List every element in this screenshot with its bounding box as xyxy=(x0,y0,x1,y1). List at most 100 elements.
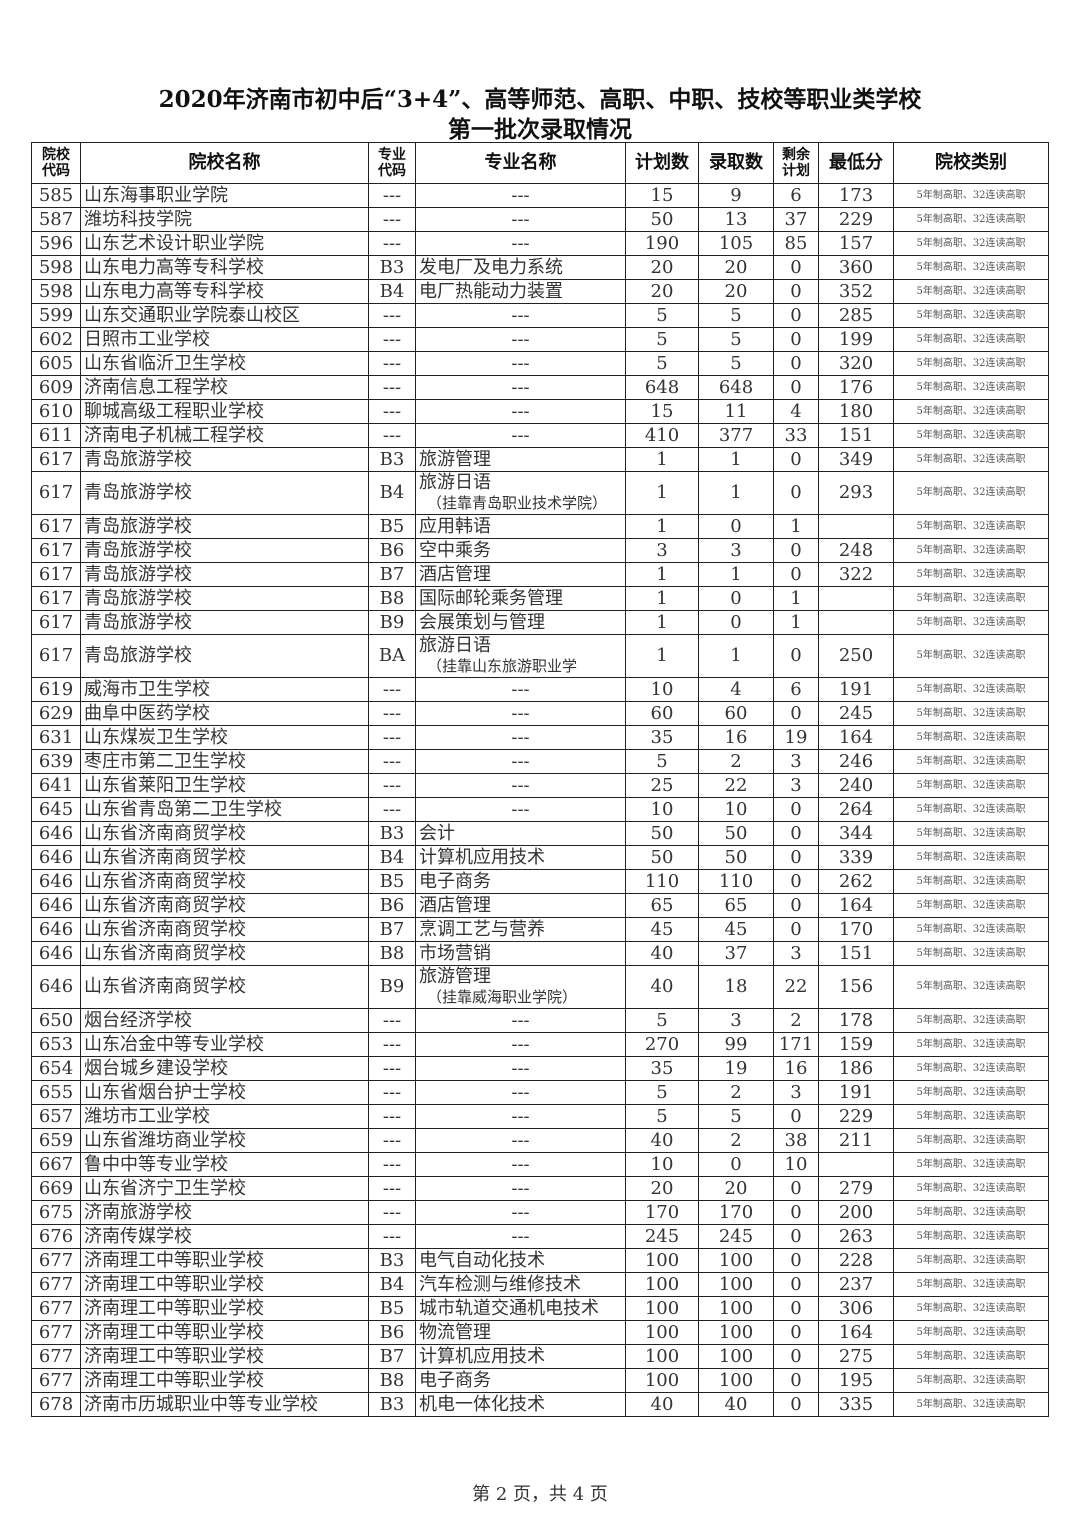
cell-major-name: 发电厂及电力系统 xyxy=(415,255,626,280)
cell-major-name: --- xyxy=(415,773,626,798)
cell-remaining: 0 xyxy=(773,1272,819,1297)
header-admitted: 录取数 xyxy=(698,142,774,184)
table-row: 646 山东省济南商贸学校 B9 旅游管理 （挂靠威海职业学院） 40 18 22 156 5年制… xyxy=(31,965,1049,1009)
cell-plan: 5 xyxy=(625,351,699,376)
major-name-text: 物流管理 xyxy=(419,1321,491,1343)
cell-school-code: 602 xyxy=(31,327,81,352)
cell-major-name: --- xyxy=(415,725,626,750)
cell-school-name: 山东省济南商贸学校 xyxy=(80,941,369,966)
table-row: 629 曲阜中医药学校 --- --- 60 60 0 245 5年制高职、32连读高职 xyxy=(31,701,1049,726)
cell-remaining: 0 xyxy=(773,1320,819,1345)
cell-plan: 40 xyxy=(625,1128,699,1153)
cell-admitted: 13 xyxy=(698,207,774,232)
cell-min-score xyxy=(818,1152,894,1177)
table-row: 599 山东交通职业学院泰山校区 --- --- 5 5 0 285 5年制高职、32连读高职 xyxy=(31,303,1049,328)
cell-remaining: 0 xyxy=(773,1248,819,1273)
cell-admitted: 4 xyxy=(698,677,774,702)
cell-admitted: 2 xyxy=(698,1128,774,1153)
cell-remaining: 85 xyxy=(773,231,819,256)
cell-school-code: 655 xyxy=(31,1080,81,1105)
cell-admitted: 10 xyxy=(698,797,774,822)
cell-remaining: 3 xyxy=(773,773,819,798)
cell-school-name: 青岛旅游学校 xyxy=(80,634,369,678)
major-name-text: 空中乘务 xyxy=(419,539,491,561)
cell-remaining: 0 xyxy=(773,821,819,846)
cell-major-code: --- xyxy=(368,423,416,448)
cell-remaining: 0 xyxy=(773,351,819,376)
cell-school-name: 济南理工中等职业学校 xyxy=(80,1320,369,1345)
cell-plan: 5 xyxy=(625,749,699,774)
table-row: 654 烟台城乡建设学校 --- --- 35 19 16 186 5年制高职、32连读高职 xyxy=(31,1056,1049,1081)
cell-admitted: 11 xyxy=(698,399,774,424)
cell-major-name: 国际邮轮乘务管理 xyxy=(415,586,626,611)
cell-remaining: 10 xyxy=(773,1152,819,1177)
cell-major-code: B8 xyxy=(368,586,416,611)
table-row: 676 济南传媒学校 --- --- 245 245 0 263 5年制高职、32连读高职 xyxy=(31,1224,1049,1249)
cell-min-score: 263 xyxy=(818,1224,894,1249)
cell-category: 5年制高职、32连读高职 xyxy=(893,941,1049,966)
cell-min-score: 250 xyxy=(818,634,894,678)
table-row: 610 聊城高级工程职业学校 --- --- 15 11 4 180 5年制高职、32连读高职 xyxy=(31,399,1049,424)
cell-school-code: 629 xyxy=(31,701,81,726)
major-name-text: 电子商务 xyxy=(419,1369,491,1391)
major-name-text: 国际邮轮乘务管理 xyxy=(419,587,563,609)
header-min-score: 最低分 xyxy=(818,142,894,184)
cell-remaining: 0 xyxy=(773,471,819,515)
cell-major-name: 电子商务 xyxy=(415,1368,626,1393)
cell-school-code: 617 xyxy=(31,610,81,635)
document-title: 2020年济南市初中后“3+4”、高等师范、高职、中职、技校等职业类学校 xyxy=(158,86,922,113)
cell-category: 5年制高职、32连读高职 xyxy=(893,893,1049,918)
major-note: （挂靠威海职业学院） xyxy=(427,988,578,1006)
cell-major-name: --- xyxy=(415,1200,626,1225)
cell-plan: 20 xyxy=(625,255,699,280)
cell-min-score: 344 xyxy=(818,821,894,846)
cell-admitted: 100 xyxy=(698,1296,774,1321)
cell-major-code: B7 xyxy=(368,917,416,942)
cell-school-code: 650 xyxy=(31,1008,81,1033)
table-row: 677 济南理工中等职业学校 B7 计算机应用技术 100 100 0 275 5年制高职、32… xyxy=(31,1344,1049,1369)
cell-remaining: 0 xyxy=(773,1224,819,1249)
major-name-text: --- xyxy=(511,774,530,796)
table-row: 585 山东海事职业学院 --- --- 15 9 6 173 5年制高职、32连读高职 xyxy=(31,183,1049,208)
cell-major-code: --- xyxy=(368,797,416,822)
cell-major-name: 汽车检测与维修技术 xyxy=(415,1272,626,1297)
cell-plan: 15 xyxy=(625,399,699,424)
cell-school-name: 潍坊科技学院 xyxy=(80,207,369,232)
cell-category: 5年制高职、32连读高职 xyxy=(893,351,1049,376)
cell-school-name: 烟台城乡建设学校 xyxy=(80,1056,369,1081)
cell-major-name: --- xyxy=(415,1128,626,1153)
cell-major-name: 电子商务 xyxy=(415,869,626,894)
cell-admitted: 20 xyxy=(698,1176,774,1201)
table-row: 646 山东省济南商贸学校 B4 计算机应用技术 50 50 0 339 5年制高职、32连读高… xyxy=(31,845,1049,870)
table-row: 617 青岛旅游学校 B9 会展策划与管理 1 0 1 5年制高职、32连读高职 xyxy=(31,610,1049,635)
cell-plan: 100 xyxy=(625,1320,699,1345)
cell-major-name: --- xyxy=(415,303,626,328)
header-plan: 计划数 xyxy=(625,142,699,184)
cell-major-code: --- xyxy=(368,1176,416,1201)
cell-category: 5年制高职、32连读高职 xyxy=(893,917,1049,942)
table-row: 659 山东省潍坊商业学校 --- --- 40 2 38 211 5年制高职、32连读高职 xyxy=(31,1128,1049,1153)
cell-min-score: 262 xyxy=(818,869,894,894)
cell-school-code: 598 xyxy=(31,279,81,304)
major-note: （挂靠山东旅游职业学 xyxy=(427,657,578,675)
cell-plan: 100 xyxy=(625,1368,699,1393)
cell-school-code: 646 xyxy=(31,917,81,942)
major-name-text: --- xyxy=(511,1081,530,1103)
cell-min-score: 173 xyxy=(818,183,894,208)
cell-major-name: 空中乘务 xyxy=(415,538,626,563)
cell-major-name: 应用韩语 xyxy=(415,514,626,539)
cell-major-code: B3 xyxy=(368,821,416,846)
cell-major-code: B3 xyxy=(368,1248,416,1273)
cell-major-name: 电厂热能动力装置 xyxy=(415,279,626,304)
cell-school-name: 威海市卫生学校 xyxy=(80,677,369,702)
table-row: 653 山东冶金中等专业学校 --- --- 270 99 171 159 5年制高职、32连读… xyxy=(31,1032,1049,1057)
cell-school-name: 山东交通职业学院泰山校区 xyxy=(80,303,369,328)
cell-remaining: 0 xyxy=(773,1368,819,1393)
cell-school-code: 646 xyxy=(31,893,81,918)
cell-major-code: B4 xyxy=(368,279,416,304)
cell-plan: 5 xyxy=(625,1104,699,1129)
cell-school-code: 599 xyxy=(31,303,81,328)
table-row: 639 枣庄市第二卫生学校 --- --- 5 2 3 246 5年制高职、32连读高职 xyxy=(31,749,1049,774)
table-row: 602 日照市工业学校 --- --- 5 5 0 199 5年制高职、32连读高职 xyxy=(31,327,1049,352)
cell-category: 5年制高职、32连读高职 xyxy=(893,677,1049,702)
